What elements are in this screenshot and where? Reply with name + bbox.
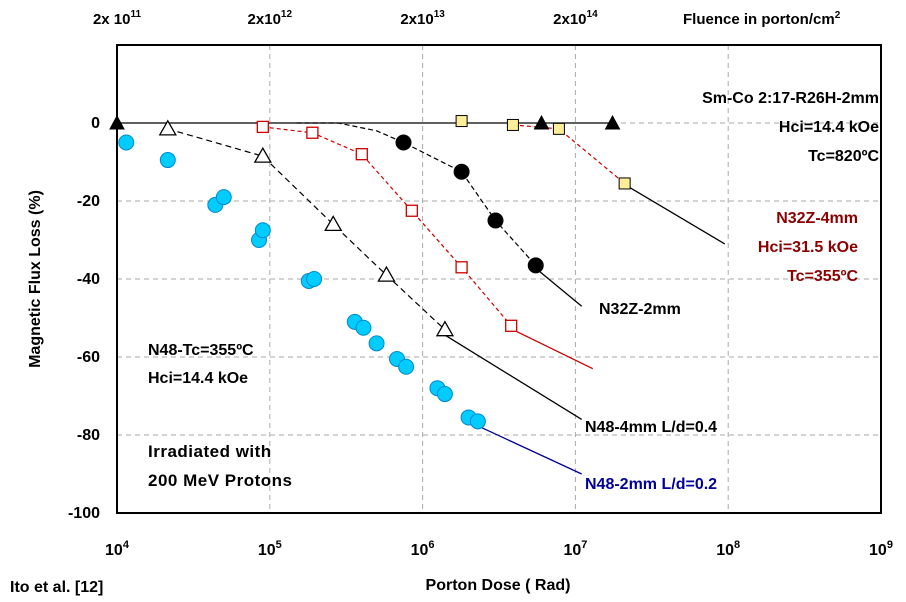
n48_2mm-point <box>355 319 372 336</box>
x-tick-label: 105 <box>258 539 282 559</box>
y-tick-label: -40 <box>77 271 100 288</box>
top-tick-label: 2x1013 <box>400 9 445 28</box>
fit-line <box>296 122 537 266</box>
smco_sq-point <box>506 118 519 131</box>
n48-4mm-label: N48-4mm L/d=0.4 <box>585 419 717 436</box>
leader-line <box>538 270 583 307</box>
top-tick-label: 2x 1011 <box>93 9 142 28</box>
n48-annotation: N48-Tc=355ºC Hci=14.4 kOe <box>148 342 254 387</box>
tick-labels: 0 -20 -40 -60 -80 -100 104 105 106 107 108 109 2x 10… <box>68 9 893 559</box>
top-axis-title: Fluence in porton/cm2 <box>683 10 841 28</box>
fit-lines <box>117 122 625 331</box>
n32z_2mm-point <box>487 212 504 229</box>
n32z_2mm-point <box>527 257 544 274</box>
irradiated-label-1: Irradiated with <box>148 442 272 461</box>
irradiated-annotation: Irradiated with 200 MeV Protons <box>148 442 293 490</box>
n48_2mm-point <box>306 271 323 287</box>
n48_4mm-point <box>435 320 455 337</box>
n48_2mm-point <box>254 222 271 239</box>
n48_4mm-point <box>253 146 272 163</box>
top-tick-label: 2x1014 <box>553 9 598 28</box>
n48_4mm-point <box>324 215 343 232</box>
leader-line <box>512 329 594 370</box>
y-tick-label: -20 <box>77 193 100 210</box>
x-tick-label: 106 <box>411 539 435 559</box>
plot-frame <box>116 44 882 514</box>
smco-point <box>533 114 550 130</box>
y-tick-label: -60 <box>77 349 100 366</box>
n32z_4mm-point <box>455 261 468 274</box>
citation: Ito et al. [12] <box>10 579 103 596</box>
y-axis-label: Magnetic Flux Loss (%) <box>27 190 44 368</box>
y-tick-label: -80 <box>77 427 100 444</box>
smco-point <box>604 114 621 130</box>
n32z_4mm-point <box>256 120 269 134</box>
fit-line <box>167 128 446 331</box>
smco_sq-point <box>618 177 631 190</box>
n32z_4mm-point <box>405 204 418 217</box>
n48_2mm-point <box>368 335 385 352</box>
smco-label-2: Hci=14.4 kOe <box>779 119 879 136</box>
n32z_4mm-point <box>505 319 518 332</box>
n32z4-label-2: Hci=31.5 kOe <box>758 239 858 256</box>
data-marks <box>109 114 631 430</box>
top-tick-label: 2x1012 <box>248 9 293 28</box>
n48-label-1: N48-Tc=355ºC <box>148 342 254 359</box>
n48_4mm-point <box>377 265 396 282</box>
smco-annotation: Sm-Co 2:17-R26H-2mm Hci=14.4 kOe Tc=820º… <box>702 90 879 165</box>
n48_2mm-point <box>469 413 486 430</box>
leader-line <box>442 333 583 420</box>
y-tick-label: 0 <box>91 115 100 132</box>
irradiated-label-2: 200 MeV Protons <box>148 471 293 490</box>
leader-line <box>625 184 726 245</box>
n32z_4mm-point <box>355 148 368 161</box>
n48_2mm-point <box>215 189 232 206</box>
n48_2mm-point <box>118 134 135 151</box>
leader-lines <box>442 184 726 475</box>
x-tick-label: 104 <box>105 539 130 559</box>
n32z_4mm-point <box>306 126 319 139</box>
smco-label-3: Tc=820ºC <box>808 148 879 165</box>
n32z-2mm-label: N32Z-2mm <box>599 301 681 318</box>
fit-line <box>512 124 625 184</box>
leader-line <box>480 426 582 475</box>
x-tick-label: 107 <box>563 539 587 559</box>
n32z-4mm-annotation: N32Z-4mm Hci=31.5 kOe Tc=355ºC <box>758 210 859 285</box>
n48_4mm-point <box>158 119 177 136</box>
n48_2mm-point <box>159 152 176 169</box>
n48_2mm-point <box>436 386 453 403</box>
n48-2mm-label: N48-2mm L/d=0.2 <box>585 476 717 493</box>
fit-line <box>262 126 512 327</box>
n48_2mm-point <box>398 358 415 375</box>
n32z_2mm-point <box>395 134 412 151</box>
x-tick-label: 108 <box>716 539 740 559</box>
x-tick-label: 109 <box>869 539 893 559</box>
n32z_2mm-point <box>453 163 470 180</box>
smco_sq-point <box>552 122 565 135</box>
y-tick-label: -100 <box>68 505 100 522</box>
x-axis-label: Porton Dose ( Rad) <box>426 577 571 594</box>
smco_sq-point <box>455 115 468 128</box>
n48-label-2: Hci=14.4 kOe <box>148 370 248 387</box>
smco-label-1: Sm-Co 2:17-R26H-2mm <box>702 90 879 107</box>
n32z4-label-1: N32Z-4mm <box>776 210 858 227</box>
n32z4-label-3: Tc=355ºC <box>787 268 858 285</box>
